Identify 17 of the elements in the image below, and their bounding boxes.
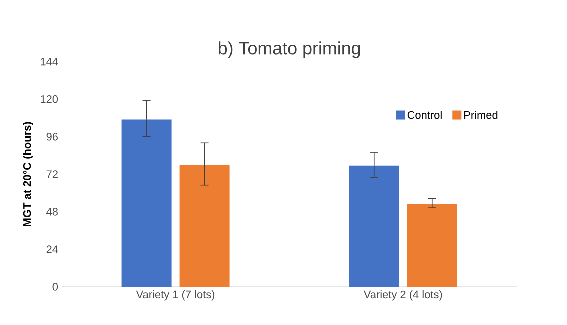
- bar: [180, 165, 230, 287]
- bar: [122, 120, 172, 287]
- y-tick-label: 72: [46, 170, 58, 178]
- y-tick-label: 24: [46, 246, 58, 254]
- y-axis-title: MGT at 20°C (hours): [23, 122, 34, 226]
- y-tick-label: 0: [52, 283, 58, 291]
- y-tick-label: 96: [46, 133, 58, 141]
- chart-title: b) Tomato priming: [218, 42, 360, 58]
- y-tick-label: 48: [46, 208, 58, 216]
- x-tick-label: Variety 1 (7 lots): [136, 290, 215, 301]
- legend-label: Primed: [464, 111, 498, 120]
- bar: [407, 204, 458, 287]
- bar: [349, 166, 400, 287]
- y-tick-label: 144: [41, 58, 58, 66]
- legend-label: Control: [408, 111, 442, 120]
- y-tick-label: 120: [41, 95, 58, 104]
- x-tick-label: Variety 2 (4 lots): [364, 290, 442, 301]
